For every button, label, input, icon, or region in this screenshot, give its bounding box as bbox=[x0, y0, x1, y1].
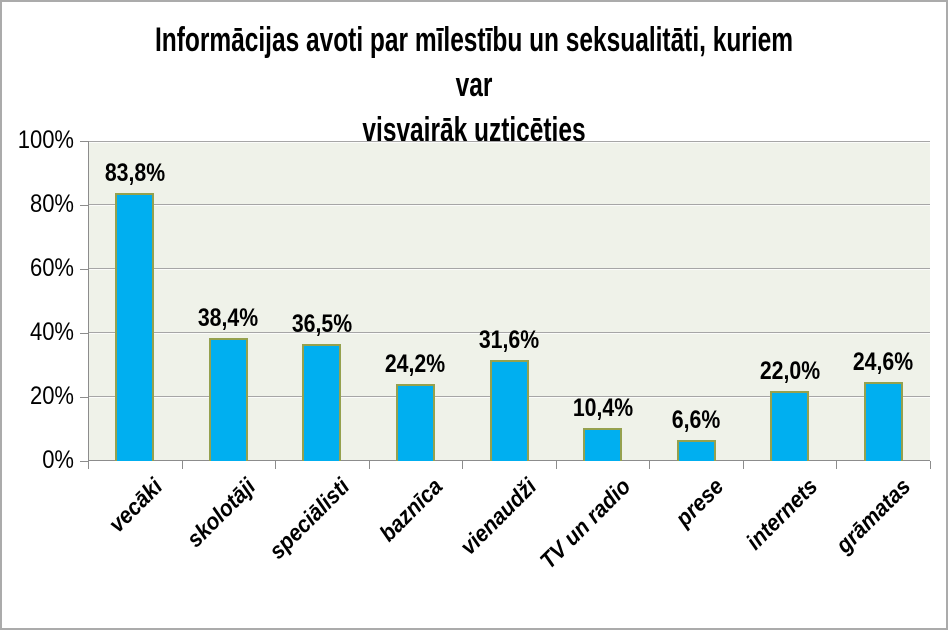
y-axis-tick bbox=[80, 461, 88, 462]
y-axis-tick bbox=[80, 141, 88, 142]
gridline-40 bbox=[89, 332, 930, 333]
y-axis-tick-label: 100% bbox=[17, 126, 74, 154]
bar-value-label: 38,4% bbox=[197, 304, 259, 332]
bar-internets bbox=[770, 391, 809, 461]
x-axis-tick bbox=[930, 461, 931, 469]
bar-value-label: 24,2% bbox=[384, 350, 446, 378]
gridline-60 bbox=[89, 268, 930, 269]
y-axis-tick bbox=[80, 205, 88, 206]
y-axis-tick bbox=[80, 269, 88, 270]
chart-title: Informācijas avoti par mīlestību un seks… bbox=[134, 18, 814, 153]
bar-value-label: 36,5% bbox=[291, 310, 353, 338]
bar-value-label: 24,6% bbox=[852, 348, 914, 376]
bar-value-label: 6,6% bbox=[671, 406, 721, 434]
x-axis-tick bbox=[836, 461, 837, 469]
y-axis-tick bbox=[80, 397, 88, 398]
bar-value-label: 10,4% bbox=[572, 394, 634, 422]
bar-baznīca bbox=[396, 384, 435, 461]
y-axis-tick-label: 80% bbox=[29, 190, 75, 218]
x-axis-tick bbox=[88, 461, 89, 469]
bar-grāmatas bbox=[864, 382, 903, 461]
x-axis-tick bbox=[743, 461, 744, 469]
x-axis-tick bbox=[369, 461, 370, 469]
bar-TV un radio bbox=[583, 428, 622, 461]
bar-prese bbox=[677, 440, 716, 461]
bar-vienaudži bbox=[490, 360, 529, 461]
gridline-80 bbox=[89, 204, 930, 205]
x-axis-tick bbox=[275, 461, 276, 469]
y-axis-tick bbox=[80, 333, 88, 334]
x-axis-tick bbox=[556, 461, 557, 469]
bar-value-label: 31,6% bbox=[478, 326, 540, 354]
bar-value-label: 22,0% bbox=[759, 357, 821, 385]
gridline-100 bbox=[89, 141, 930, 142]
bar-speciālisti bbox=[302, 344, 341, 461]
y-axis-tick-label: 20% bbox=[29, 382, 75, 410]
y-axis-tick-label: 60% bbox=[29, 254, 75, 282]
x-axis-tick bbox=[649, 461, 650, 469]
chart-title-line1: Informācijas avoti par mīlestību un seks… bbox=[154, 21, 794, 104]
x-axis-tick bbox=[462, 461, 463, 469]
y-axis-tick-label: 0% bbox=[42, 446, 74, 474]
bar-skolotāji bbox=[209, 338, 248, 461]
x-axis-tick bbox=[182, 461, 183, 469]
bar-value-label: 83,8% bbox=[104, 159, 166, 187]
bar-vecāki bbox=[115, 193, 154, 461]
y-axis-tick-label: 40% bbox=[29, 318, 75, 346]
